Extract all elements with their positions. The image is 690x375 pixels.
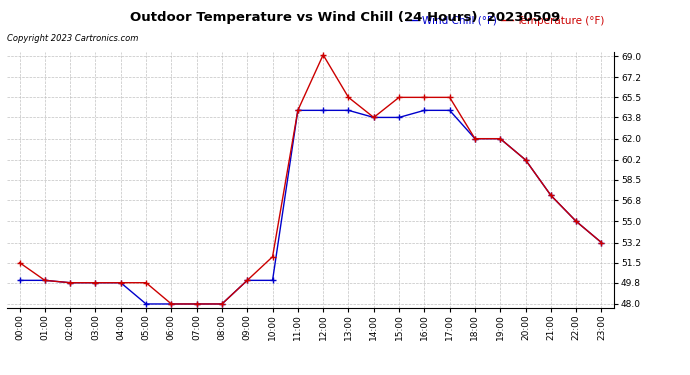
Text: Copyright 2023 Cartronics.com: Copyright 2023 Cartronics.com (7, 34, 138, 43)
Legend: Wind Chill (°F), Temperature (°F): Wind Chill (°F), Temperature (°F) (402, 12, 609, 30)
Text: Outdoor Temperature vs Wind Chill (24 Hours)  20230509: Outdoor Temperature vs Wind Chill (24 Ho… (130, 11, 560, 24)
